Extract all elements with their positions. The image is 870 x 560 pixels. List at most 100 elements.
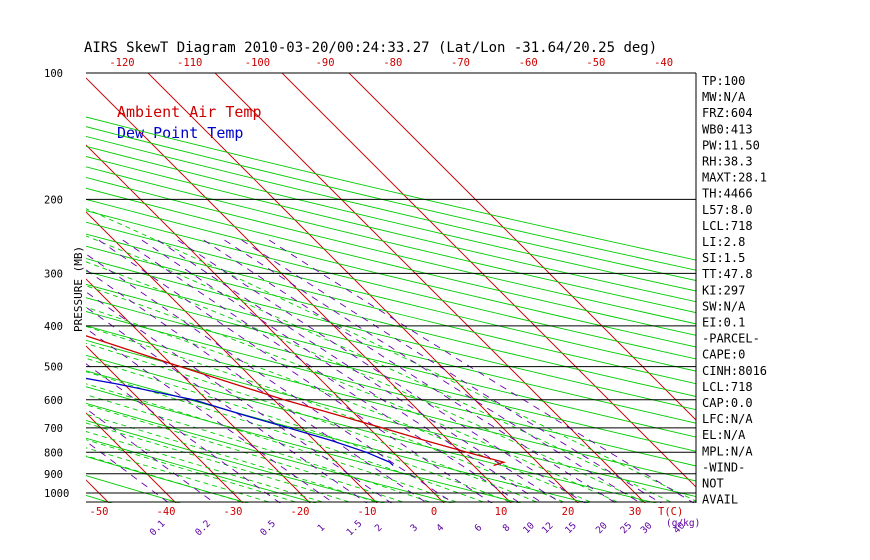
isotherm-line <box>86 278 311 503</box>
mixing-ratio-line <box>86 306 368 503</box>
isotherm-line <box>214 73 646 503</box>
dry-adiabat-line <box>86 437 318 503</box>
dry-adiabat-line <box>86 176 696 325</box>
top-temp-tick-label: -60 <box>519 57 538 69</box>
pressure-tick-label: 900 <box>44 469 63 481</box>
pressure-tick-label: 400 <box>44 321 63 333</box>
index-entry: SW:N/A <box>702 299 746 313</box>
top-temp-tick-label: -80 <box>383 57 402 69</box>
mixing-ratio-line <box>86 327 335 503</box>
bottom-temp-tick-label: -40 <box>157 506 176 518</box>
dry-adiabat-line <box>86 402 454 503</box>
mixing-ratio-line <box>98 239 493 503</box>
index-entry: EL:N/A <box>702 428 746 442</box>
pressure-tick-label: 800 <box>44 447 63 459</box>
mixing-ratio-tick-label: 15 <box>563 520 579 536</box>
dry-adiabat-line <box>86 156 696 303</box>
index-entry: TP:100 <box>702 74 745 88</box>
dry-adiabat-line <box>86 145 696 292</box>
mixing-ratio-line <box>224 239 642 503</box>
stability-indices: TP:100 MW:N/A FRZ:604 WB0:413 PW:11.50 RH:38.… <box>702 74 767 507</box>
mixing-ratio-tick-label: 3 <box>408 522 420 534</box>
mixing-ratio-tick-label: 4 <box>434 522 446 534</box>
bottom-temp-tick-label: 10 <box>495 506 508 518</box>
mixing-ratio-line <box>86 291 393 503</box>
mixing-ratio-tick-label: 0.5 <box>258 518 278 538</box>
pressure-tick-label: 700 <box>44 423 63 435</box>
moist-adiabat-line <box>86 208 696 502</box>
pressure-tick-label: 1000 <box>44 488 69 500</box>
index-entry: FRZ:604 <box>702 106 753 120</box>
isotherm-line <box>86 412 177 503</box>
dry-adiabat-line <box>86 386 522 503</box>
index-entry: LCL:718 <box>702 219 753 233</box>
index-entry: RH:38.3 <box>702 155 753 169</box>
mixing-ratio-tick-label: 0.2 <box>193 518 213 538</box>
dry-adiabat-line <box>86 475 181 503</box>
top-temp-tick-label: -70 <box>451 57 470 69</box>
bottom-temp-tick-label: -30 <box>224 506 243 518</box>
mixing-ratio-tick-label: 1 <box>316 522 328 534</box>
top-temp-tick-label: -110 <box>177 57 202 69</box>
index-entry: LCL:718 <box>702 380 753 394</box>
isotherm-line <box>86 77 512 503</box>
mixing-ratio-tick-label: 1.5 <box>344 518 364 538</box>
top-temp-tick-label: -90 <box>316 57 335 69</box>
moist-adiabat-line <box>86 261 645 503</box>
index-entry: CINH:8016 <box>702 364 767 378</box>
index-entry: -PARCEL- <box>702 332 760 346</box>
bottom-temp-tick-label: -20 <box>291 506 310 518</box>
dry-adiabat-line <box>86 325 696 482</box>
index-entry: KI:297 <box>702 283 745 297</box>
pressure-tick-label: 100 <box>44 68 63 80</box>
index-entry: TT:47.8 <box>702 267 753 281</box>
pressure-tick-label: 300 <box>44 268 63 280</box>
dry-adiabat-line <box>0 73 56 507</box>
isotherm-line <box>348 73 696 421</box>
bottom-temp-tick-label: 0 <box>431 506 437 518</box>
mixing-ratio-line <box>157 239 563 503</box>
dry-adiabat-line <box>86 270 696 424</box>
bottom-temp-tick-label: -50 <box>90 506 109 518</box>
mixing-ratio-line <box>86 363 281 503</box>
index-entry: EI:0.1 <box>702 316 745 330</box>
dry-adiabat-line <box>86 187 696 336</box>
index-entry: MW:N/A <box>702 90 746 104</box>
profile-layer <box>86 335 507 467</box>
bottom-temp-tick-label: -10 <box>358 506 377 518</box>
index-entry: TH:4466 <box>702 187 753 201</box>
index-entry: WB0:413 <box>702 122 753 136</box>
dry-adiabat-line <box>86 419 386 503</box>
dry-adiabat-line <box>86 311 696 467</box>
index-entry: NOT <box>702 477 724 491</box>
isotherm-line <box>0 68 47 508</box>
isotherm-line <box>281 73 696 488</box>
dry-adiabat-line <box>86 339 696 497</box>
air-temp-profile <box>86 335 507 467</box>
isotherm-line <box>86 479 110 503</box>
mixing-ratio-line <box>177 239 586 503</box>
index-entry: CAPE:0 <box>702 348 745 362</box>
moist-adiabat-line <box>86 383 457 503</box>
top-temp-tick-label: -50 <box>586 57 605 69</box>
chart-title: AIRS SkewT Diagram 2010-03-20/00:24:33.2… <box>84 40 657 56</box>
index-entry: LI:2.8 <box>702 235 745 249</box>
mixing-ratio-line <box>268 239 695 503</box>
mixing-ratio-line <box>86 408 216 503</box>
dry-adiabat-line <box>86 126 696 271</box>
moist-adiabat-line <box>86 235 671 503</box>
dew-point-profile <box>86 377 394 466</box>
legend-air-temp: Ambient Air Temp <box>117 103 262 121</box>
index-entry: L57:8.0 <box>702 203 753 217</box>
dry-adiabat-line <box>86 283 696 438</box>
mixing-ratio-line <box>86 253 455 503</box>
bottom-temp-tick-label: 30 <box>629 506 642 518</box>
top-temp-tick-label: -40 <box>654 57 673 69</box>
dry-adiabat-line <box>86 210 696 360</box>
mixing-ratio-tick-label: 6 <box>473 522 485 534</box>
pressure-tick-label: 600 <box>44 395 63 407</box>
dry-adiabat-line <box>86 297 696 452</box>
mixing-ratio-tick-label: 2 <box>373 522 385 534</box>
dry-adiabat-line <box>86 456 250 503</box>
